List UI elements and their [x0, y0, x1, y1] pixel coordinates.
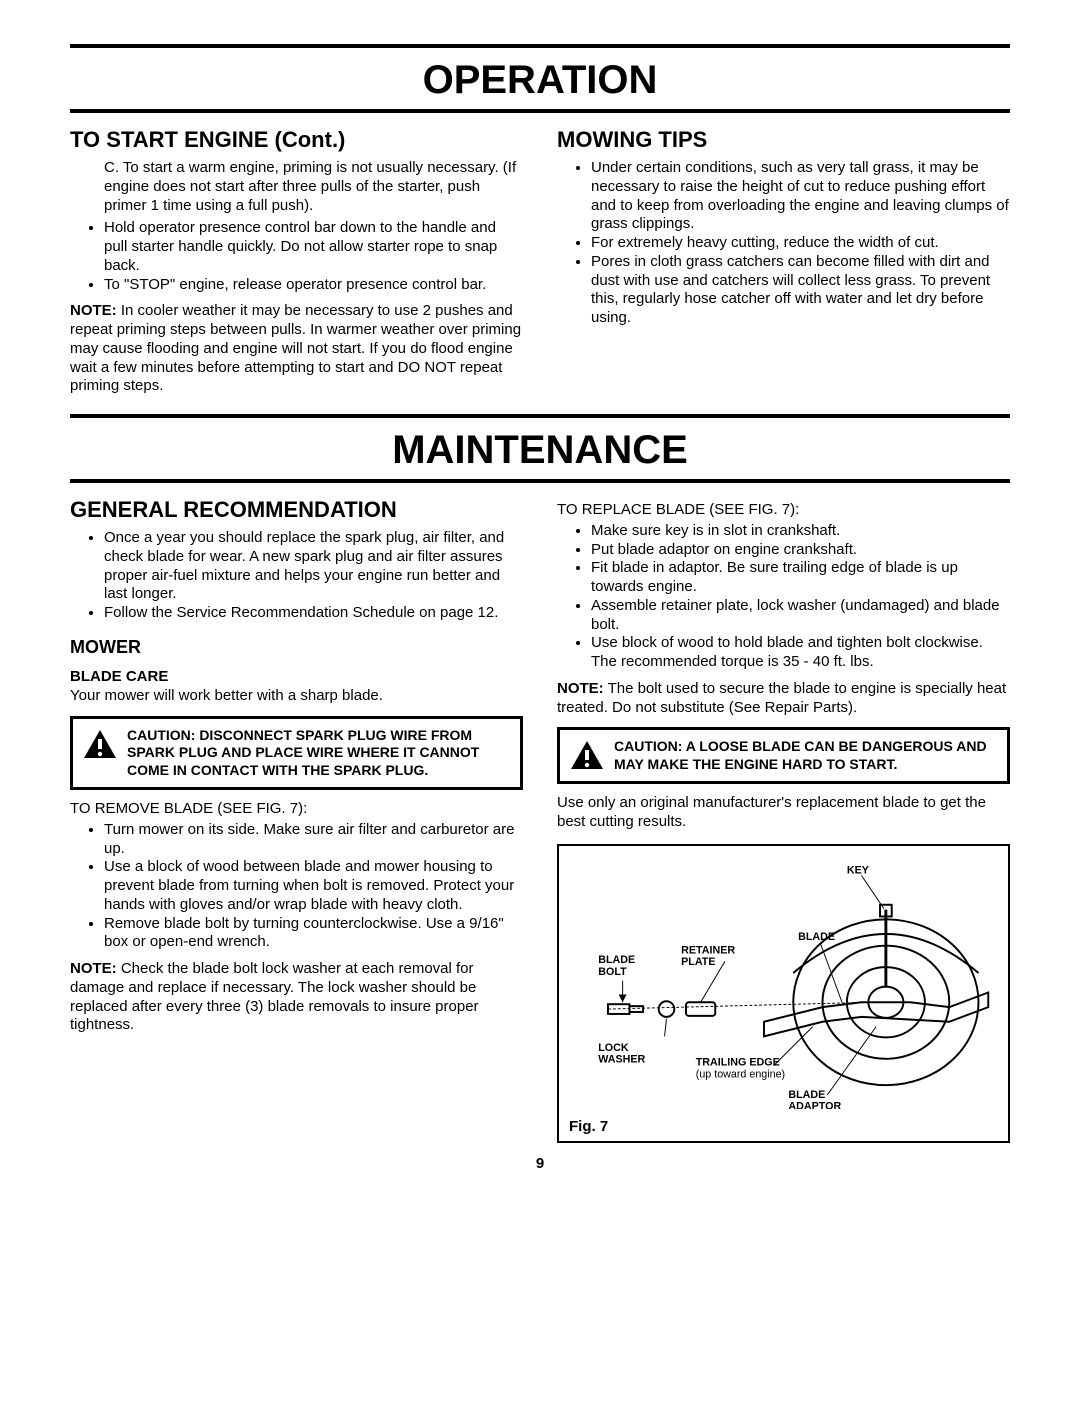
note-body: In cooler weather it may be necessary to… [70, 302, 521, 394]
replace-blade-bullet: Use block of wood to hold blade and tigh… [591, 634, 1010, 672]
fig-label-key: KEY [847, 864, 869, 876]
mower-heading: MOWER [70, 637, 523, 658]
after-caution-text: Use only an original manufacturer's repl… [557, 794, 1010, 832]
operation-columns: TO START ENGINE (Cont.) C. To start a wa… [70, 121, 1010, 396]
general-rec-bullet: Follow the Service Recommendation Schedu… [104, 604, 523, 623]
operation-title: OPERATION [70, 58, 1010, 103]
svg-text:BLADEADAPTOR: BLADEADAPTOR [788, 1089, 841, 1110]
replace-blade-bullet: Fit blade in adaptor. Be sure trailing e… [591, 559, 1010, 597]
mowing-tips-bullets: Under certain conditions, such as very t… [557, 159, 1010, 328]
remove-blade-bullet: Turn mower on its side. Make sure air fi… [104, 821, 523, 859]
page-number: 9 [70, 1155, 1010, 1172]
fig-label-blade: BLADE [798, 931, 835, 943]
remove-blade-bullet: Remove blade bolt by turning countercloc… [104, 915, 523, 953]
operation-left-col: TO START ENGINE (Cont.) C. To start a wa… [70, 121, 523, 396]
note-label: NOTE: [557, 680, 604, 697]
remove-blade-bullet: Use a block of wood between blade and mo… [104, 858, 523, 914]
general-rec-bullets: Once a year you should replace the spark… [70, 529, 523, 623]
start-engine-note: NOTE: In cooler weather it may be necess… [70, 302, 523, 396]
warning-icon [570, 740, 604, 770]
replace-blade-bullet: Assemble retainer plate, lock washer (un… [591, 597, 1010, 635]
svg-text:LOCKWASHER: LOCKWASHER [598, 1042, 645, 1066]
general-rec-heading: GENERAL RECOMMENDATION [70, 497, 523, 523]
note-body: The bolt used to secure the blade to eng… [557, 680, 1006, 716]
blade-care-line: Your mower will work better with a sharp… [70, 687, 523, 706]
maintenance-columns: GENERAL RECOMMENDATION Once a year you s… [70, 491, 1010, 1143]
start-engine-bullet: Hold operator presence control bar down … [104, 219, 523, 275]
mowing-tip-bullet: Under certain conditions, such as very t… [591, 159, 1010, 234]
maintenance-left-col: GENERAL RECOMMENDATION Once a year you s… [70, 491, 523, 1143]
caution-1-text: CAUTION: DISCONNECT SPARK PLUG WIRE FROM… [127, 727, 510, 780]
remove-blade-bullets: Turn mower on its side. Make sure air fi… [70, 821, 523, 952]
svg-text:TRAILING EDGE(up toward engine: TRAILING EDGE(up toward engine) [696, 1056, 785, 1080]
rule-under-operation [70, 109, 1010, 113]
note-body: Check the blade bolt lock washer at each… [70, 960, 479, 1033]
figure-7-caption: Fig. 7 [569, 1118, 998, 1135]
operation-right-col: MOWING TIPS Under certain conditions, su… [557, 121, 1010, 396]
maintenance-title: MAINTENANCE [70, 428, 1010, 473]
start-engine-para-c: C. To start a warm engine, priming is no… [104, 159, 523, 215]
maintenance-right-col: TO REPLACE BLADE (SEE FIG. 7): Make sure… [557, 491, 1010, 1143]
remove-blade-note: NOTE: Check the blade bolt lock washer a… [70, 960, 523, 1035]
start-engine-heading: TO START ENGINE (Cont.) [70, 127, 523, 153]
caution-2-text: CAUTION: A LOOSE BLADE CAN BE DANGEROUS … [614, 738, 997, 773]
rule-top [70, 44, 1010, 48]
replace-blade-note: NOTE: The bolt used to secure the blade … [557, 680, 1010, 718]
svg-text:BLADEBOLT: BLADEBOLT [598, 954, 635, 978]
svg-text:RETAINERPLATE: RETAINERPLATE [681, 944, 735, 968]
remove-blade-heading: TO REMOVE BLADE (SEE FIG. 7): [70, 800, 523, 819]
warning-icon [83, 729, 117, 759]
mowing-tip-bullet: Pores in cloth grass catchers can become… [591, 253, 1010, 328]
blade-care-heading: BLADE CARE [70, 668, 523, 685]
general-rec-bullet: Once a year you should replace the spark… [104, 529, 523, 604]
figure-7-diagram: KEY BLADE RETAINERPLATE BLADEBOLT LOCKWA… [569, 856, 998, 1110]
note-label: NOTE: [70, 960, 117, 977]
replace-blade-bullet: Put blade adaptor on engine crankshaft. [591, 541, 1010, 560]
rule-above-maintenance [70, 414, 1010, 418]
figure-7: KEY BLADE RETAINERPLATE BLADEBOLT LOCKWA… [557, 844, 1010, 1144]
caution-box-2: CAUTION: A LOOSE BLADE CAN BE DANGEROUS … [557, 727, 1010, 784]
caution-box-1: CAUTION: DISCONNECT SPARK PLUG WIRE FROM… [70, 716, 523, 791]
start-engine-bullets: Hold operator presence control bar down … [70, 219, 523, 294]
note-label: NOTE: [70, 302, 117, 319]
replace-blade-bullets: Make sure key is in slot in crankshaft. … [557, 522, 1010, 672]
start-engine-bullet: To "STOP" engine, release operator prese… [104, 276, 523, 295]
rule-under-maintenance [70, 479, 1010, 483]
mowing-tip-bullet: For extremely heavy cutting, reduce the … [591, 234, 1010, 253]
replace-blade-bullet: Make sure key is in slot in crankshaft. [591, 522, 1010, 541]
replace-blade-heading: TO REPLACE BLADE (SEE FIG. 7): [557, 501, 1010, 520]
mowing-tips-heading: MOWING TIPS [557, 127, 1010, 153]
